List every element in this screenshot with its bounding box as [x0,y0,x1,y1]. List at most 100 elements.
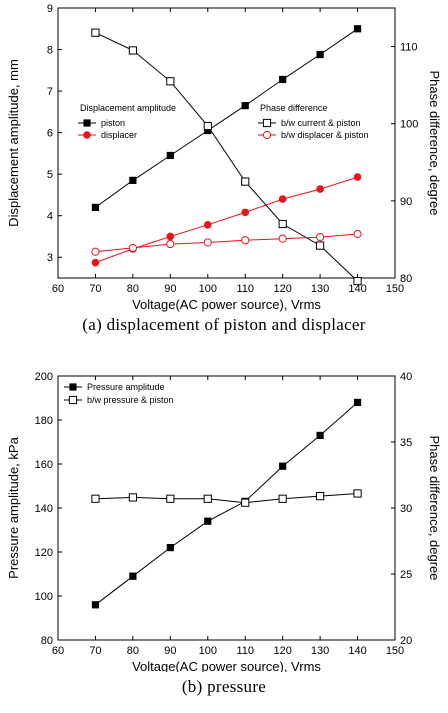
a-y-tick-label: 4 [47,211,53,223]
a-x-tick-label: 90 [164,283,176,295]
b-series-0-point [316,431,324,439]
b-x-tick-label: 90 [164,645,176,657]
b-y-tick-label: 160 [35,459,53,471]
a-y-tick-label: 5 [47,169,53,181]
a-y-tick-label: 7 [47,86,53,98]
a-series-2-point [203,121,212,131]
a-legend-right-title: Phase difference [260,103,327,113]
b-x-tick-label: 60 [52,645,64,657]
a-legend-marker-1 [83,131,91,139]
b-legend-marker-0 [69,383,77,391]
b-x-axis-title: Voltage(AC power source), Vrms [132,659,321,672]
a-legend-label-1: displacer [101,130,137,140]
b-series-0-point [353,398,362,406]
caption-b: (b) pressure [181,677,267,696]
b-series-1-line [95,493,358,504]
chart-a: 60 70 80 90 100 110 120 130 140 150 3 4 5 6 7 8 9 80 90 100… [6,3,442,312]
a-series-1-point [278,195,287,203]
a-series-3-point [353,229,362,239]
a-legend-marker-3 [262,130,272,140]
b-x-tick-label: 140 [348,645,366,657]
b-series-0-point [129,572,137,580]
a-series-3-line [95,233,358,253]
b-x-tick-label: 80 [127,645,139,657]
a-series-0-point [204,126,212,135]
a-series-0-point [241,102,249,110]
b-x-tick-label: 110 [236,645,254,657]
a-series-0-points [91,25,362,211]
a-series-2-point [128,46,137,55]
a-x-tick-label: 60 [52,283,64,295]
b-series-0-point [91,601,100,609]
a-series-0-point [91,203,100,211]
b-x-tick-label: 120 [273,645,291,657]
a-series-1-point [91,258,100,267]
b-series-0-line [95,402,358,606]
a-series-1-point [316,185,324,193]
a-series-0-point [129,176,137,184]
a-x-tick-label: 110 [236,283,254,295]
b-series-0-point [279,462,287,470]
b-y2-tick-label: 35 [400,437,412,449]
b-x-tick-label: 150 [386,645,404,657]
a-x-tick-label: 120 [273,283,291,295]
a-y2-tick-label: 90 [400,196,412,208]
a-series-0-point [166,151,174,160]
a-series-2-point [166,77,175,86]
b-plot-frame [57,375,396,641]
a-y-tick-label: 3 [47,252,53,264]
a-series-1-points [91,173,362,267]
a-y-tick-label: 8 [47,45,53,57]
a-series-0-line [95,28,358,208]
b-legend-marker-1 [68,395,78,405]
a-series-0-point [353,25,362,33]
a-y2-axis-title: Phase difference, degree [427,70,442,215]
a-x-tick-label: 140 [348,283,366,295]
a-legend-marker-2 [262,118,272,128]
b-series-0-point [166,544,174,552]
a-series-3-point [278,234,287,243]
a-plot-frame [57,7,396,279]
a-series-3-point [316,233,325,242]
a-legend-label-2: b/w current & piston [281,118,361,128]
b-y2-tick-label: 40 [400,371,412,383]
a-y-tick-label: 9 [47,3,53,15]
a-series-2-point [316,241,325,250]
b-y2-tick-label: 25 [400,569,412,581]
b-y-tick-label: 120 [35,547,53,559]
caption-a: (a) displacement of piston and displacer [82,315,366,334]
a-series-1-point [203,221,212,229]
a-legend-label-0: piston [101,118,125,128]
a-legend-label-3: b/w displacer & piston [281,130,369,140]
a-y-axis-title: Displacement amplitude, mm [6,59,21,227]
a-x-tick-label: 100 [199,283,217,295]
chart-b: 60 70 80 90 100 110 120 130 140 150 80 100 120 140 160… [6,371,442,672]
figure-b: 60 70 80 90 100 110 120 130 140 150 80 100 120 140 160… [0,360,448,713]
b-y-tick-label: 140 [35,503,53,515]
a-series-3-point [203,238,212,247]
a-series-3-points [91,229,362,256]
b-series-1-points [91,489,362,507]
a-y2-tick-label: 100 [400,119,418,131]
b-legend-label-0: Pressure amplitude [87,382,165,392]
b-legend-label-1: b/w pressure & piston [87,395,174,405]
b-series-1-point [278,494,287,503]
a-y2-tick-label: 80 [400,273,412,285]
b-series-1-point [241,498,250,507]
b-y2-tick-label: 30 [400,503,412,515]
a-x-tick-label: 80 [127,283,139,295]
a-y-tick-label: 6 [47,128,53,140]
figure-a: 60 70 80 90 100 110 120 130 140 150 3 4 5 6 7 8 9 80 90 100… [6,3,442,334]
b-y-tick-label: 100 [35,591,53,603]
b-y-tick-label: 180 [35,415,53,427]
a-series-2-points [91,28,362,286]
a-series-0-point [279,75,287,84]
a-series-3-point [166,239,175,249]
a-series-3-point [128,243,137,253]
b-y-tick-label: 200 [35,371,53,383]
b-y2-axis-title: Phase difference, degree [427,435,442,580]
b-y-axis-title: Pressure amplitude, kPa [6,436,21,578]
b-series-1-point [316,492,325,501]
a-legend-marker-0 [83,119,91,127]
a-series-1-point [353,173,362,181]
